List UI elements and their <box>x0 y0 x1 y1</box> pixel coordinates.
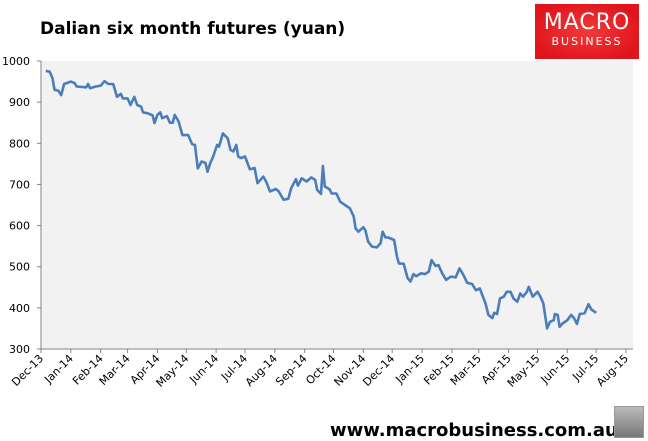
logo-line2: BUSINESS <box>551 35 623 48</box>
x-tick-label: Jun-14 <box>186 352 221 387</box>
y-tick-label: 900 <box>9 96 30 109</box>
x-tick-label: Sep-14 <box>273 352 310 389</box>
y-tick-label: 300 <box>9 343 30 356</box>
y-tick-label: 700 <box>9 178 30 191</box>
y-tick-label: 1000 <box>2 55 30 68</box>
x-tick-label: Aug-15 <box>594 352 631 389</box>
x-tick-label: Dec-13 <box>9 352 46 389</box>
y-axis: 300 400 500 600 700 800 900 1000 <box>2 55 42 356</box>
y-tick-label: 500 <box>9 261 30 274</box>
plot-area <box>41 61 633 349</box>
y-tick-label: 400 <box>9 302 30 315</box>
x-tick-label: May-15 <box>505 352 543 390</box>
macrobusiness-logo: MACRO BUSINESS <box>535 4 639 59</box>
x-tick-label: Jan-14 <box>41 352 76 387</box>
wolf-icon <box>614 406 644 438</box>
logo-line1: MACRO <box>543 10 631 35</box>
x-axis: Dec-13Jan-14Feb-14Mar-14Apr-14May-14Jun-… <box>9 348 633 390</box>
chart-title: Dalian six month futures (yuan) <box>40 19 346 39</box>
x-tick-label: Mar-15 <box>448 352 484 388</box>
y-tick-label: 600 <box>9 220 30 233</box>
x-tick-label: May-14 <box>154 352 192 390</box>
x-tick-label: Aug-14 <box>243 352 280 389</box>
footer-url: www.macrobusiness.com.au <box>330 420 618 441</box>
x-tick-label: Jun-15 <box>538 352 573 387</box>
x-tick-label: Mar-14 <box>97 352 133 388</box>
x-tick-label: Jan-15 <box>393 352 428 387</box>
series-line <box>45 69 597 330</box>
y-tick-label: 800 <box>9 137 30 150</box>
x-tick-label: Dec-14 <box>360 352 397 389</box>
